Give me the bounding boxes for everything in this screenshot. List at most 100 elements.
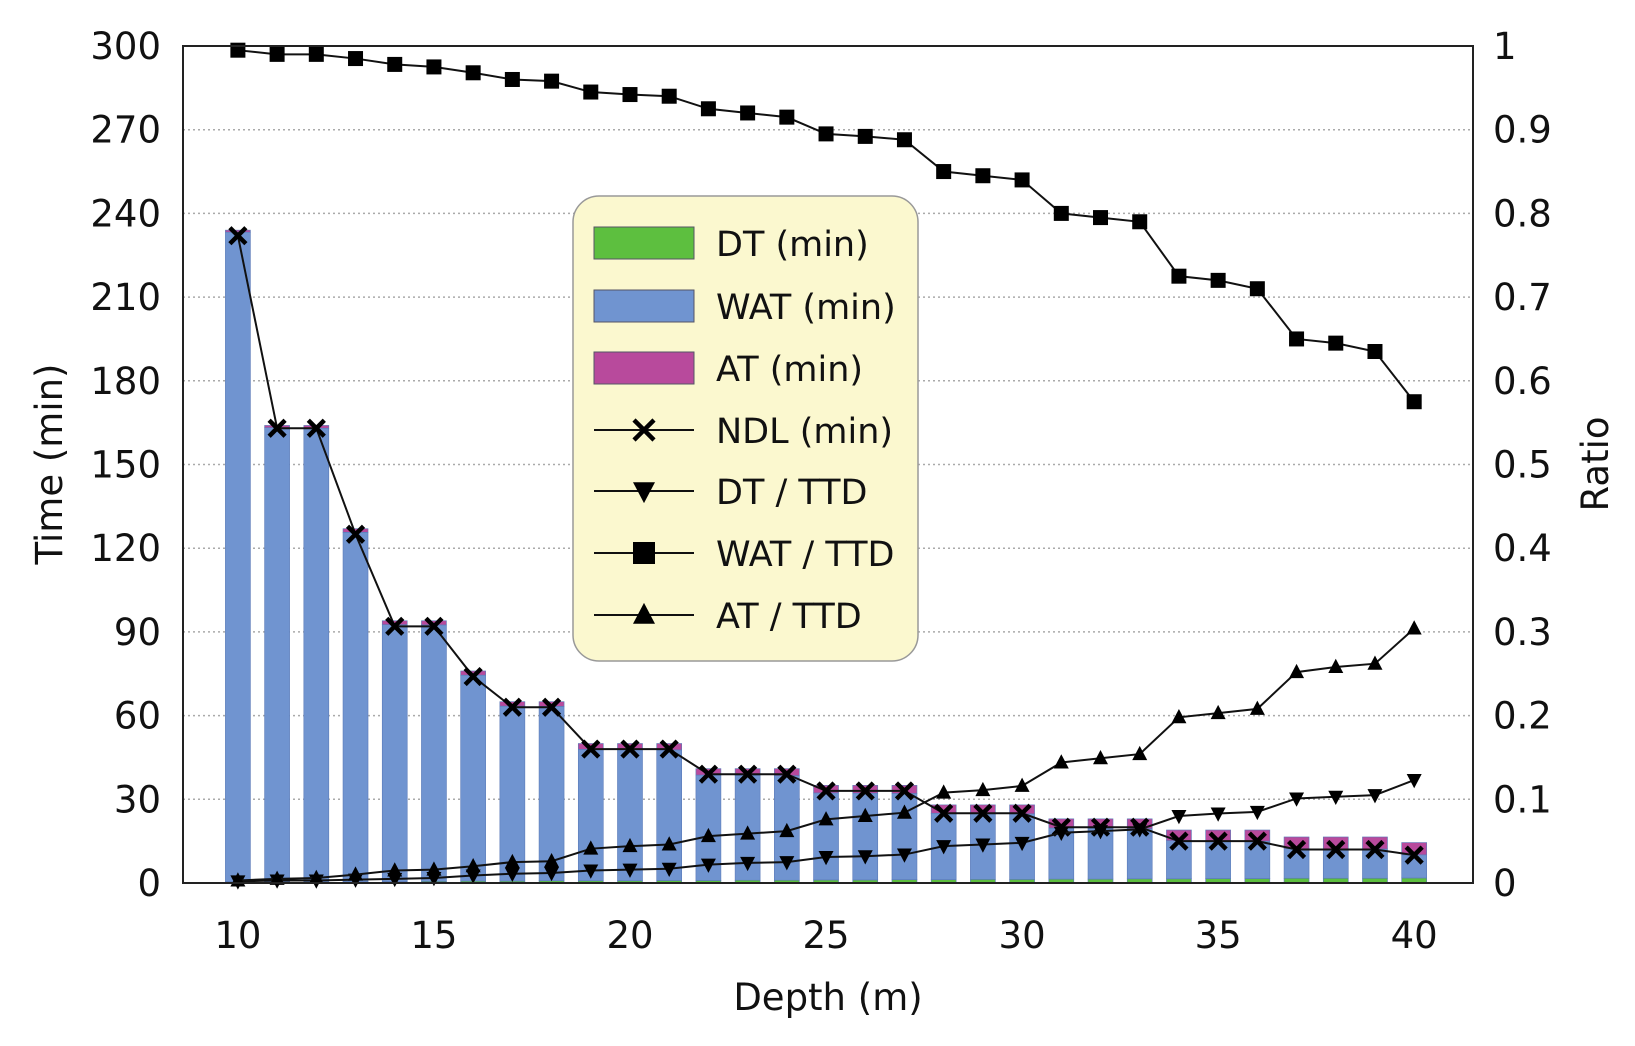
marker-wat-ttd (348, 51, 364, 67)
x-axis-title: Depth (m) (733, 976, 922, 1019)
marker-ndl-min (463, 666, 483, 687)
legend-marker (633, 602, 655, 624)
y-tick-label: 300 (90, 25, 161, 68)
marker-ndl-min (894, 781, 915, 801)
marker-wat-ttd (1249, 281, 1265, 297)
marker-ndl-min (777, 764, 797, 784)
bar-wat (1362, 848, 1388, 879)
y2-tick-label: 0.8 (1493, 192, 1552, 235)
marker-wat-ttd (583, 84, 599, 100)
marker-ndl-min (228, 226, 248, 246)
bar-wat (381, 624, 408, 882)
marker-ndl-min (345, 524, 366, 544)
marker-wat-ttd (269, 46, 285, 62)
y2-tick-label: 1 (1493, 25, 1517, 68)
legend-label: AT (min) (716, 350, 863, 390)
marker-at-ttd (1014, 777, 1030, 792)
marker-dt-ttd (740, 856, 756, 872)
bar-wat (1205, 840, 1231, 879)
x-tick-label: 20 (606, 914, 653, 957)
y2-tick-label: 0.6 (1493, 360, 1552, 403)
bar-at (225, 229, 251, 233)
marker-wat-ttd (936, 164, 952, 180)
marker-ndl-min (541, 697, 562, 717)
marker-wat-ttd (975, 168, 991, 184)
marker-ndl-min (424, 616, 444, 636)
y-tick-label: 0 (137, 862, 161, 905)
marker-ndl-min (306, 418, 326, 438)
marker-at-ttd (387, 862, 403, 877)
bar-wat (1283, 848, 1310, 879)
legend: DT (min) WAT (min) AT (min) NDL (min) DT / T… (572, 195, 919, 662)
x-tick-label: 40 (1391, 914, 1438, 957)
y-axis-title: Time (min) (28, 364, 71, 566)
legend-label: AT / TTD (716, 597, 862, 637)
marker-wat-ttd (426, 59, 442, 75)
marker-dt-ttd (700, 858, 716, 873)
x-tick-label: 35 (1195, 914, 1242, 957)
marker-ndl-min (1012, 803, 1032, 823)
y2-tick-label: 0 (1493, 862, 1517, 905)
marker-wat-ttd (1093, 210, 1109, 226)
marker-dt-ttd (975, 838, 991, 853)
marker-wat-ttd (387, 56, 403, 72)
marker-at-ttd (465, 858, 481, 873)
marker-dt-ttd (583, 864, 599, 879)
y-tick-label: 210 (90, 276, 161, 319)
y-tick-label: 120 (90, 527, 161, 570)
marker-ndl-min (1208, 831, 1228, 851)
marker-dt-ttd (544, 866, 560, 882)
legend-swatch (593, 289, 695, 323)
marker-wat-ttd (622, 87, 638, 103)
marker-dt-ttd (622, 863, 638, 878)
marker-ndl-min (620, 739, 640, 759)
marker-ndl-min (1247, 831, 1267, 851)
y-tick-label: 30 (114, 778, 161, 821)
marker-at-ttd (544, 852, 560, 868)
marker-at-ttd (348, 866, 364, 881)
marker-at-ttd (504, 853, 520, 869)
marker-dt-ttd (1132, 823, 1148, 838)
marker-at-ttd (1132, 745, 1148, 761)
bar-wat (656, 749, 683, 881)
marker-at-ttd (1210, 704, 1226, 720)
bar-wat (1401, 854, 1427, 879)
marker-dt-ttd (1053, 826, 1069, 842)
marker-ndl-min (973, 803, 993, 823)
marker-at-ttd (1171, 709, 1187, 724)
marker-dt-ttd (1093, 825, 1109, 840)
marker-ndl-min (1286, 839, 1307, 860)
y-tick-label: 270 (90, 109, 161, 152)
bar-wat (225, 231, 251, 882)
marker-ndl-min (1169, 831, 1189, 851)
legend-marker (632, 418, 656, 442)
marker-wat-ttd (661, 88, 677, 104)
marker-wat-ttd (1171, 268, 1187, 284)
bar-wat (264, 427, 290, 882)
y2-tick-label: 0.3 (1493, 611, 1552, 654)
marker-wat-ttd (504, 71, 520, 87)
marker-wat-ttd (230, 42, 246, 58)
marker-at-ttd (426, 861, 442, 876)
y2-tick-label: 0.2 (1493, 695, 1552, 738)
marker-at-ttd (818, 811, 834, 826)
marker-wat-ttd (1053, 205, 1069, 221)
marker-ndl-min (855, 781, 875, 801)
legend-marker (633, 482, 655, 504)
marker-ndl-min (385, 616, 405, 636)
bar-wat (577, 749, 604, 882)
marker-ndl-min (698, 764, 719, 784)
marker-ndl-min (502, 697, 522, 717)
marker-at-ttd (1249, 700, 1265, 715)
bar-wat (460, 674, 486, 882)
marker-wat-ttd (896, 132, 912, 148)
y-tick-label: 90 (114, 611, 161, 654)
legend-label: NDL (min) (716, 412, 893, 452)
marker-dt-ttd (1249, 805, 1265, 821)
y-tick-label: 150 (90, 444, 161, 487)
marker-at-ttd (308, 869, 324, 884)
legend-label: WAT / TTD (716, 535, 894, 575)
bar-wat (1166, 840, 1192, 880)
